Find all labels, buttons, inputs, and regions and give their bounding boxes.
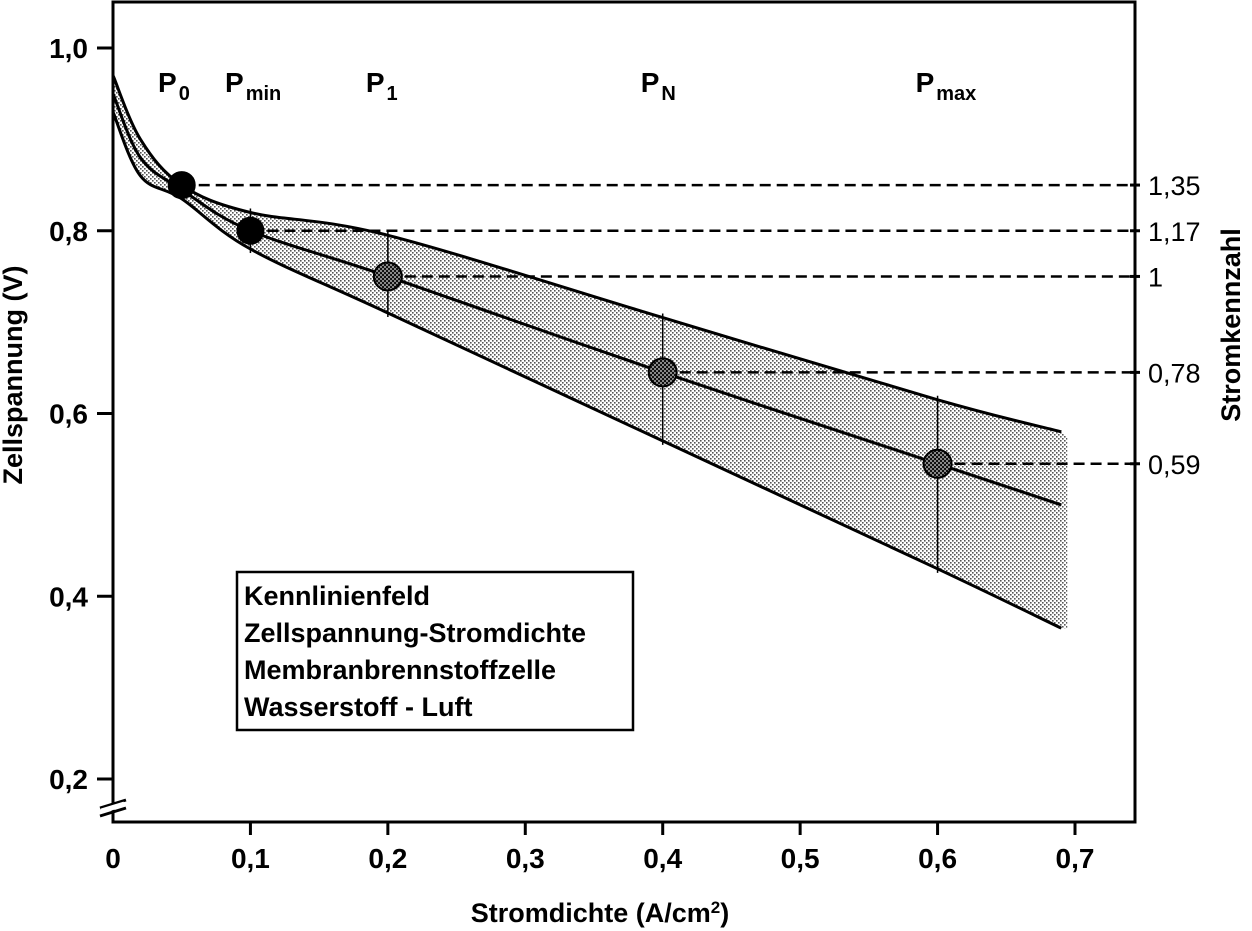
operating-point-marker — [647, 357, 678, 388]
y-axis-ticks: 1,0 0,8 0,6 0,4 0,2 — [49, 33, 113, 795]
x-axis-ticks: 0 0,1 0,2 0,3 0,4 0,5 0,6 0,7 — [105, 822, 1094, 874]
x-tick-label: 0,3 — [506, 843, 545, 874]
band-area — [113, 75, 1068, 629]
curve-line — [111, 111, 1062, 630]
axis-break-mark — [99, 798, 127, 818]
x-tick-label: 0,7 — [1056, 843, 1095, 874]
x-tick-label: 0,5 — [781, 843, 820, 874]
ratio-label-value: 0,78 — [1148, 358, 1201, 388]
y-tick-label: 0,8 — [49, 216, 88, 247]
y-tick-label: 0,4 — [49, 581, 88, 612]
ratio-label-value: 1 — [1148, 262, 1163, 292]
x-tick-label: 0,1 — [231, 843, 270, 874]
x-tick-label: 0,6 — [918, 843, 957, 874]
ratio-labels: 1,35 1,17 1 0,78 0,59 — [1148, 171, 1201, 480]
reference-lines — [181, 183, 1140, 573]
right-axis-title: Stromkennzahl — [1216, 228, 1246, 422]
ratio-label-value: 1,17 — [1148, 217, 1201, 247]
ratio-label-value: 0,59 — [1148, 450, 1201, 480]
y-tick-label: 1,0 — [49, 33, 88, 64]
x-tick-label: 0,2 — [368, 843, 407, 874]
operating-point-marker — [236, 216, 265, 245]
curve-series — [111, 74, 1062, 630]
y-tick-label: 0,6 — [49, 399, 88, 430]
legend-line: Zellspannung-Stromdichte — [244, 618, 586, 648]
uncertainty-band — [113, 75, 1068, 629]
y-tick-label: 0,2 — [49, 764, 88, 795]
operating-points — [167, 171, 953, 479]
curve-line — [111, 74, 1062, 434]
operating-point-marker — [372, 261, 403, 292]
curve-line — [111, 93, 1062, 507]
legend-line: Kennlinienfeld — [244, 581, 430, 611]
operating-point-marker — [922, 448, 953, 479]
legend-line: Membranbrennstoffzelle — [244, 655, 556, 685]
y-axis-title: Zellspannung (V) — [0, 266, 28, 485]
x-tick-label: 0 — [105, 843, 121, 874]
operating-point-marker — [167, 171, 196, 200]
legend-box: Kennlinienfeld Zellspannung-Stromdichte … — [235, 570, 635, 732]
ratio-label-value: 1,35 — [1148, 171, 1201, 201]
x-tick-label: 0,4 — [643, 843, 682, 874]
x-axis-title: Stromdichte (A/cm2) — [471, 898, 730, 929]
legend-line: Wasserstoff - Luft — [244, 692, 473, 722]
